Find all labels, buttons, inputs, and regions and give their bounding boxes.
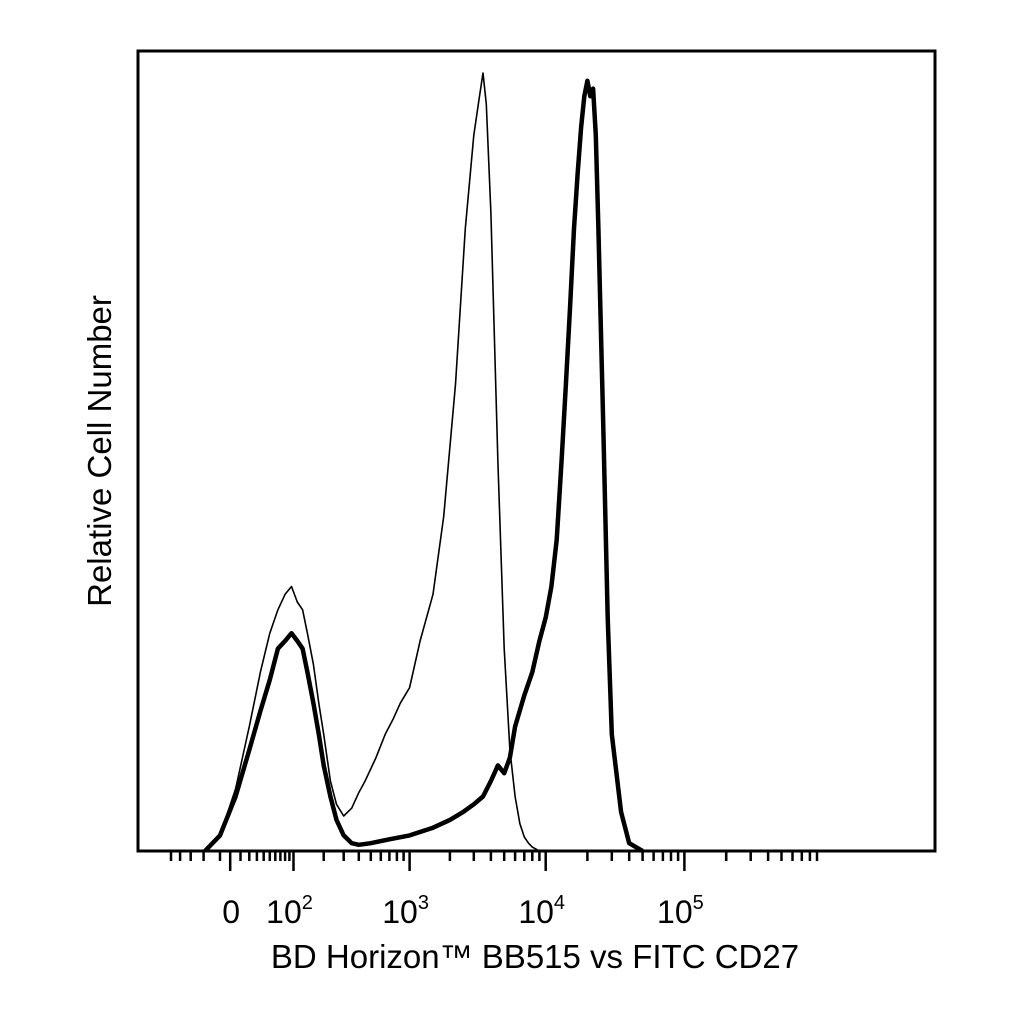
y-axis-title: Relative Cell Number xyxy=(81,295,118,607)
x-axis-ticks xyxy=(169,851,819,871)
curves-layer xyxy=(203,72,644,853)
histogram-thick-series xyxy=(203,78,644,853)
plot-frame xyxy=(136,49,937,853)
histogram-thin-series xyxy=(204,72,540,852)
x-tick-label: 0 xyxy=(222,894,240,930)
x-axis-title: BD Horizon™ BB515 vs FITC CD27 xyxy=(271,938,799,975)
